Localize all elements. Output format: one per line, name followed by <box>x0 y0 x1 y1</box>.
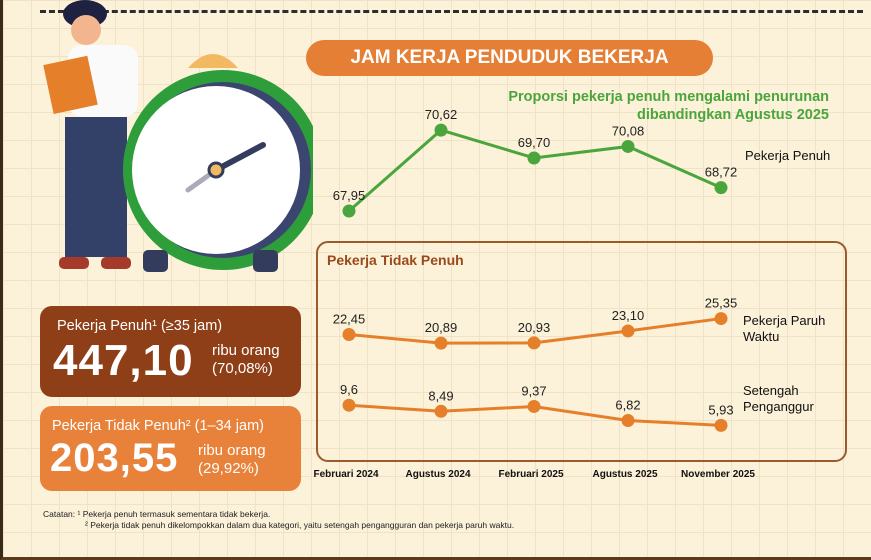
x-tick-label: Agustus 2025 <box>592 469 657 480</box>
data-point <box>342 204 356 218</box>
x-tick-label: November 2025 <box>681 469 755 480</box>
data-point <box>714 181 728 195</box>
data-label: 22,45 <box>333 312 366 327</box>
panel-title: Pekerja Tidak Penuh <box>327 252 464 268</box>
note-1: ¹ Pekerja penuh termasuk sementara tidak… <box>77 509 271 519</box>
dashed-divider <box>40 10 863 13</box>
data-point <box>434 123 448 137</box>
chart-subtitle: Proporsi pekerja penuh mengalami penurun… <box>508 88 829 124</box>
data-label: 23,10 <box>612 308 645 323</box>
subtitle-line: dibandingkan Agustus 2025 <box>636 107 829 123</box>
card-unit: ribu orang (29,92%) <box>198 442 266 477</box>
worker-figure <box>43 0 138 269</box>
legend-label: Penganggur <box>743 399 815 414</box>
part-time-panel <box>316 241 847 462</box>
data-label: 20,93 <box>518 320 551 335</box>
data-point <box>342 328 356 342</box>
data-label: 25,35 <box>705 296 738 311</box>
data-label: 70,08 <box>612 123 645 138</box>
full-time-card: Pekerja Penuh¹ (≥35 jam) 447,10 ribu ora… <box>40 306 301 397</box>
data-point <box>527 151 541 165</box>
alarm-clock-icon <box>123 54 313 272</box>
card-label: Pekerja Penuh¹ (≥35 jam) <box>57 318 223 334</box>
data-point <box>714 312 728 326</box>
data-label: 68,72 <box>705 165 738 180</box>
footnotes: Catatan: ¹ Pekerja penuh termasuk sement… <box>43 509 514 531</box>
card-value: 203,55 <box>50 436 179 480</box>
data-point <box>621 324 635 338</box>
subtitle-line: Proporsi pekerja penuh mengalami penurun… <box>508 89 829 105</box>
note-2: ² Pekerja tidak penuh dikelompokkan dala… <box>85 520 515 530</box>
data-point <box>434 404 448 418</box>
data-label: 6,82 <box>615 397 640 412</box>
data-label: 8,49 <box>428 388 453 403</box>
data-label: 9,6 <box>340 382 358 397</box>
data-point <box>714 418 728 432</box>
data-label: 67,95 <box>333 188 366 203</box>
data-point <box>527 399 541 413</box>
part-time-card: Pekerja Tidak Penuh² (1–34 jam) 203,55 r… <box>40 406 301 491</box>
data-point <box>527 336 541 350</box>
legend-label: Waktu <box>743 329 779 344</box>
legend-label: Setengah <box>743 383 799 398</box>
data-label: 5,93 <box>708 402 733 417</box>
data-point <box>434 336 448 350</box>
line-chart: 67,95 70,62 69,70 70,08 68,72 Pekerja Penuh 22… <box>313 107 830 480</box>
x-tick-label: Februari 2024 <box>313 469 378 480</box>
data-label: 20,89 <box>425 320 458 335</box>
legend-label: Pekerja Penuh <box>745 148 830 163</box>
data-point <box>342 398 356 412</box>
card-value: 447,10 <box>53 336 194 385</box>
x-tick-label: Februari 2025 <box>498 469 563 480</box>
data-point <box>621 413 635 427</box>
card-label: Pekerja Tidak Penuh² (1–34 jam) <box>52 418 264 434</box>
legend-label: Pekerja Paruh <box>743 313 825 328</box>
x-tick-label: Agustus 2024 <box>405 469 470 480</box>
data-label: 9,37 <box>521 383 546 398</box>
card-percent: (29,92%) <box>198 460 259 477</box>
card-percent: (70,08%) <box>212 360 273 377</box>
data-label: 70,62 <box>425 107 458 122</box>
data-point <box>621 139 635 153</box>
card-unit: ribu orang (70,08%) <box>212 342 280 377</box>
data-label: 69,70 <box>518 135 551 150</box>
note-prefix: Catatan: <box>43 509 76 519</box>
infographic-title: JAM KERJA PENDUDUK BEKERJA <box>306 40 713 76</box>
worker-clock-illustration <box>43 0 313 272</box>
